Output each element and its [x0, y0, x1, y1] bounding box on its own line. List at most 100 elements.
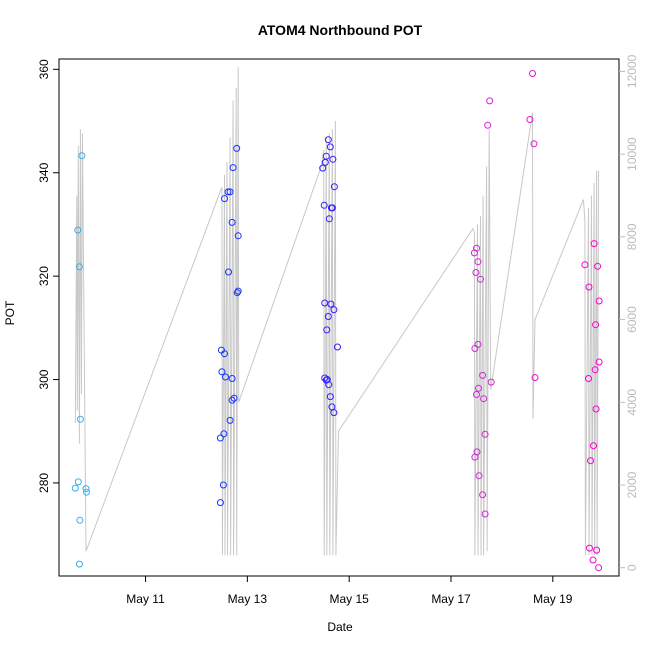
data-point — [216, 434, 224, 442]
data-point — [530, 140, 538, 148]
y-tick-label: 340 — [37, 162, 51, 182]
y2-tick-label: 0 — [625, 564, 639, 571]
data-point — [593, 546, 601, 554]
pot-cumulative-line — [74, 67, 600, 556]
data-point — [230, 394, 238, 402]
data-point — [590, 442, 597, 450]
data-point — [226, 416, 234, 424]
data-point — [82, 485, 90, 493]
data-point — [481, 430, 489, 438]
data-point — [320, 201, 328, 209]
data-point — [474, 340, 482, 348]
data-point — [473, 448, 481, 456]
data-point — [229, 164, 237, 172]
data-point — [83, 488, 90, 496]
data-point — [75, 560, 83, 568]
data-point — [228, 218, 236, 226]
data-point — [592, 321, 600, 329]
y2-tick-label: 8000 — [625, 223, 639, 250]
data-point — [473, 244, 480, 252]
chart-title: ATOM4 Northbound POT — [258, 22, 423, 38]
data-point — [486, 97, 494, 105]
y2-tick-label: 6000 — [625, 306, 639, 333]
data-point — [587, 457, 594, 465]
data-point — [474, 258, 482, 266]
x-axis-label: Date — [327, 620, 353, 634]
data-point — [76, 516, 84, 524]
x-axis: May 11 May 13 May 15 May 17 May 19 — [126, 576, 573, 606]
y2-tick-label: 10000 — [625, 137, 639, 171]
line-layer — [74, 67, 600, 556]
data-point — [529, 70, 536, 77]
data-point — [226, 188, 234, 196]
data-point — [585, 375, 592, 382]
y2-tick-label: 12000 — [625, 54, 639, 88]
data-point — [233, 144, 241, 152]
data-point — [219, 481, 227, 489]
data-point — [74, 226, 82, 234]
data-point — [221, 195, 228, 203]
data-point — [475, 472, 483, 480]
data-point — [475, 384, 482, 392]
data-point — [76, 415, 84, 423]
data-point — [326, 143, 334, 151]
data-point — [581, 261, 589, 269]
data-point — [71, 484, 79, 492]
data-point — [334, 343, 341, 351]
data-point — [228, 375, 236, 382]
data-point — [595, 297, 603, 305]
data-point — [325, 215, 333, 223]
data-point — [591, 366, 599, 374]
data-point — [595, 564, 603, 572]
plot-frame — [58, 58, 620, 577]
data-point — [472, 269, 480, 276]
data-point — [330, 409, 338, 417]
points-layer — [71, 70, 603, 572]
data-point — [327, 300, 335, 308]
data-point — [221, 350, 228, 358]
y-tick-label: 360 — [37, 59, 51, 79]
y2-tick-label: 4000 — [625, 389, 639, 416]
data-point — [586, 544, 593, 552]
data-point — [328, 204, 336, 212]
data-point — [220, 430, 228, 438]
data-point — [487, 378, 495, 386]
data-point — [589, 556, 597, 564]
data-point — [477, 275, 484, 283]
data-point — [330, 183, 338, 191]
data-point — [228, 396, 236, 404]
x-tick-label: May 11 — [126, 592, 165, 606]
data-point — [319, 164, 327, 172]
y-tick-label: 320 — [37, 266, 51, 286]
data-point — [481, 510, 489, 518]
data-point — [78, 152, 86, 160]
data-point — [323, 326, 331, 334]
data-point — [234, 287, 242, 295]
x-tick-label: May 15 — [330, 592, 370, 606]
data-point — [329, 155, 337, 163]
data-point — [233, 289, 241, 297]
data-point — [74, 478, 82, 486]
data-point — [480, 395, 488, 403]
data-point — [330, 306, 338, 314]
data-point — [216, 499, 224, 507]
data-point — [595, 358, 603, 366]
x-tick-label: May 13 — [228, 592, 268, 606]
data-point — [234, 232, 242, 240]
data-point — [218, 368, 226, 376]
x-tick-label: May 19 — [533, 592, 573, 606]
y-axis: 280 300 320 340 360 — [37, 59, 59, 493]
data-point — [473, 391, 480, 398]
data-point — [484, 121, 492, 129]
data-point — [321, 158, 329, 166]
data-point — [75, 263, 83, 271]
data-point — [479, 371, 487, 379]
y-tick-label: 280 — [37, 473, 51, 493]
data-point — [590, 240, 598, 248]
y-tick-label: 300 — [37, 369, 51, 389]
data-point — [224, 188, 232, 196]
data-point — [585, 283, 593, 291]
y-axis-label: POT — [3, 300, 17, 325]
data-point — [324, 313, 332, 320]
